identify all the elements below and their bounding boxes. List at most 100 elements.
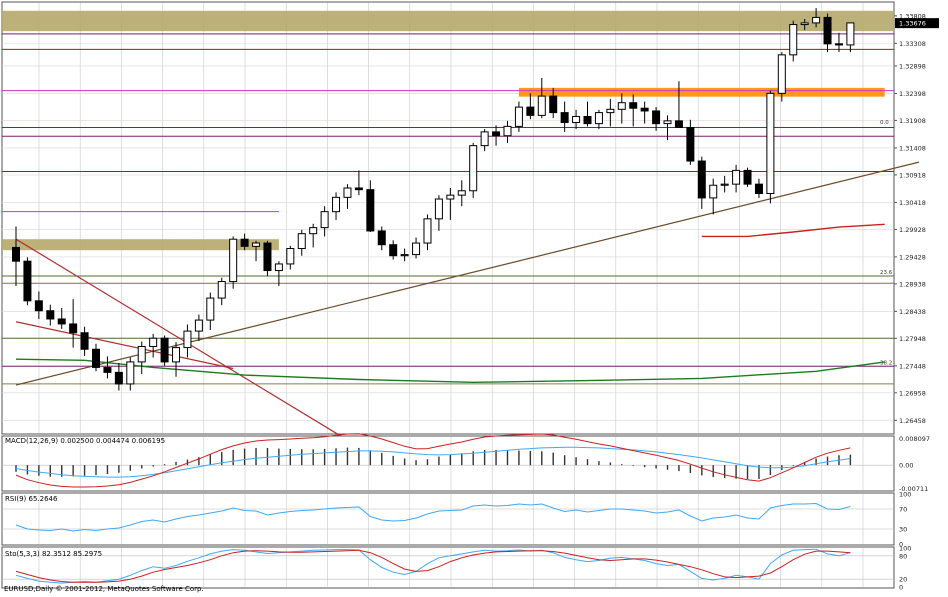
bullish-candle [423, 218, 432, 244]
bearish-candle [160, 337, 169, 363]
bullish-candle [252, 242, 261, 247]
bearish-candle [823, 16, 832, 45]
price-zone [2, 239, 279, 251]
bullish-candle [480, 131, 489, 147]
price-axis-label: 1.30418 [899, 199, 926, 207]
bullish-candle [297, 233, 306, 250]
stochastic-line [15, 548, 851, 584]
bullish-candle [183, 330, 192, 349]
panel-frame-2 [1, 492, 895, 546]
macd-axis-label: 0.00 [899, 462, 913, 470]
bearish-candle [263, 242, 272, 272]
bullish-candle [274, 263, 283, 272]
bullish-candle [709, 184, 718, 199]
fib-label: 0.0 [880, 120, 889, 126]
bearish-candle [23, 260, 32, 302]
price-axis-label: 1.31908 [899, 117, 926, 125]
rsi-line [15, 502, 851, 532]
rsi-panel: 100 70 30 0 [1, 491, 911, 549]
price-axis-label: 1.32898 [899, 62, 926, 70]
stochastic-axis-label: 100 [899, 545, 911, 553]
bearish-candle [652, 110, 661, 125]
stochastic-axis-label: 20 [899, 576, 907, 584]
bearish-candle [743, 169, 752, 185]
bullish-candle [400, 254, 409, 257]
macd-panel: 0.008097 0.00 -0.00711 [1, 433, 930, 493]
price-axis-label: 1.28438 [899, 308, 926, 316]
trendline [15, 238, 348, 441]
bullish-candle [469, 145, 478, 192]
rsi-axis-label: 30 [899, 526, 907, 534]
current-price-box [895, 18, 939, 29]
bullish-candle [777, 54, 786, 94]
fib-label: 23.6 [880, 270, 893, 276]
macd-signal-line [15, 446, 851, 478]
price-axis-label: 1.26458 [899, 417, 926, 425]
bullish-candle [194, 319, 203, 332]
macd-title: MACD(12,26,9) 0.002500 0.004474 0.006195 [5, 437, 165, 445]
price-axis-label: 1.27448 [899, 362, 926, 370]
bearish-candle [103, 366, 112, 373]
bullish-candle [720, 183, 729, 186]
macd-main-line [15, 433, 851, 488]
bullish-candle [606, 108, 615, 114]
bearish-candle [686, 126, 695, 162]
price-axis-label: 1.32398 [899, 90, 926, 98]
price-axis-label: 1.33308 [899, 40, 926, 48]
bullish-candle [732, 169, 741, 185]
bullish-candle [172, 347, 181, 363]
bullish-candle [503, 125, 512, 137]
bearish-candle [366, 189, 375, 232]
price-axis-label: 1.29928 [899, 226, 926, 234]
bullish-candle [434, 198, 443, 220]
bullish-candle [320, 211, 329, 229]
bullish-candle [126, 361, 135, 385]
current-price-label: 1.33676 [899, 20, 926, 28]
bearish-candle [12, 246, 20, 262]
stochastic-line [15, 549, 851, 583]
bearish-candle [92, 348, 101, 368]
bullish-candle [537, 95, 546, 116]
bearish-candle [697, 160, 706, 199]
bullish-candle [137, 345, 146, 363]
bearish-candle [754, 183, 763, 195]
bullish-candle [617, 102, 626, 110]
bearish-candle [34, 300, 43, 312]
price-axis-label: 1.31408 [899, 144, 926, 152]
price-axis-label: 1.26958 [899, 389, 926, 397]
bullish-candle [789, 24, 798, 56]
stochastic-title: Sto(5,3,3) 82.3512 85.2975 [5, 550, 102, 558]
bullish-candle [149, 337, 158, 347]
panel-frame-1 [1, 435, 895, 492]
bearish-candle [240, 238, 249, 247]
bearish-candle [549, 95, 558, 114]
bullish-candle [663, 120, 672, 125]
bearish-candle [57, 318, 66, 325]
bullish-candle [309, 227, 318, 235]
rsi-title: RSI(9) 65.2646 [5, 495, 58, 503]
bullish-candle [812, 16, 821, 24]
bullish-candle [217, 281, 226, 299]
stochastic-axis-label: 0 [899, 584, 903, 592]
price-axis-label: 1.30918 [899, 171, 926, 179]
price-chart-panel: 1.33808 1.33308 1.32898 1.32398 1.31908 1.314… [1, 1, 939, 441]
bearish-candle [69, 323, 78, 334]
copyright-text: EURUSD,Daily © 2001-2012, MetaQuotes Sof… [4, 585, 204, 593]
bullish-candle [343, 187, 352, 198]
stochastic-axis-label: 80 [899, 552, 907, 560]
bearish-candle [46, 310, 55, 320]
bullish-candle [446, 194, 455, 200]
trendline [15, 321, 234, 370]
bullish-candle [846, 22, 855, 46]
bullish-candle [457, 190, 466, 196]
bearish-candle [560, 112, 569, 124]
bearish-candle [389, 244, 398, 257]
price-axis-label: 1.33808 [899, 12, 926, 20]
bearish-candle [674, 120, 683, 128]
bearish-candle [80, 332, 89, 350]
price-axis-label: 1.28938 [899, 280, 926, 288]
panel-frame-3 [1, 546, 895, 589]
